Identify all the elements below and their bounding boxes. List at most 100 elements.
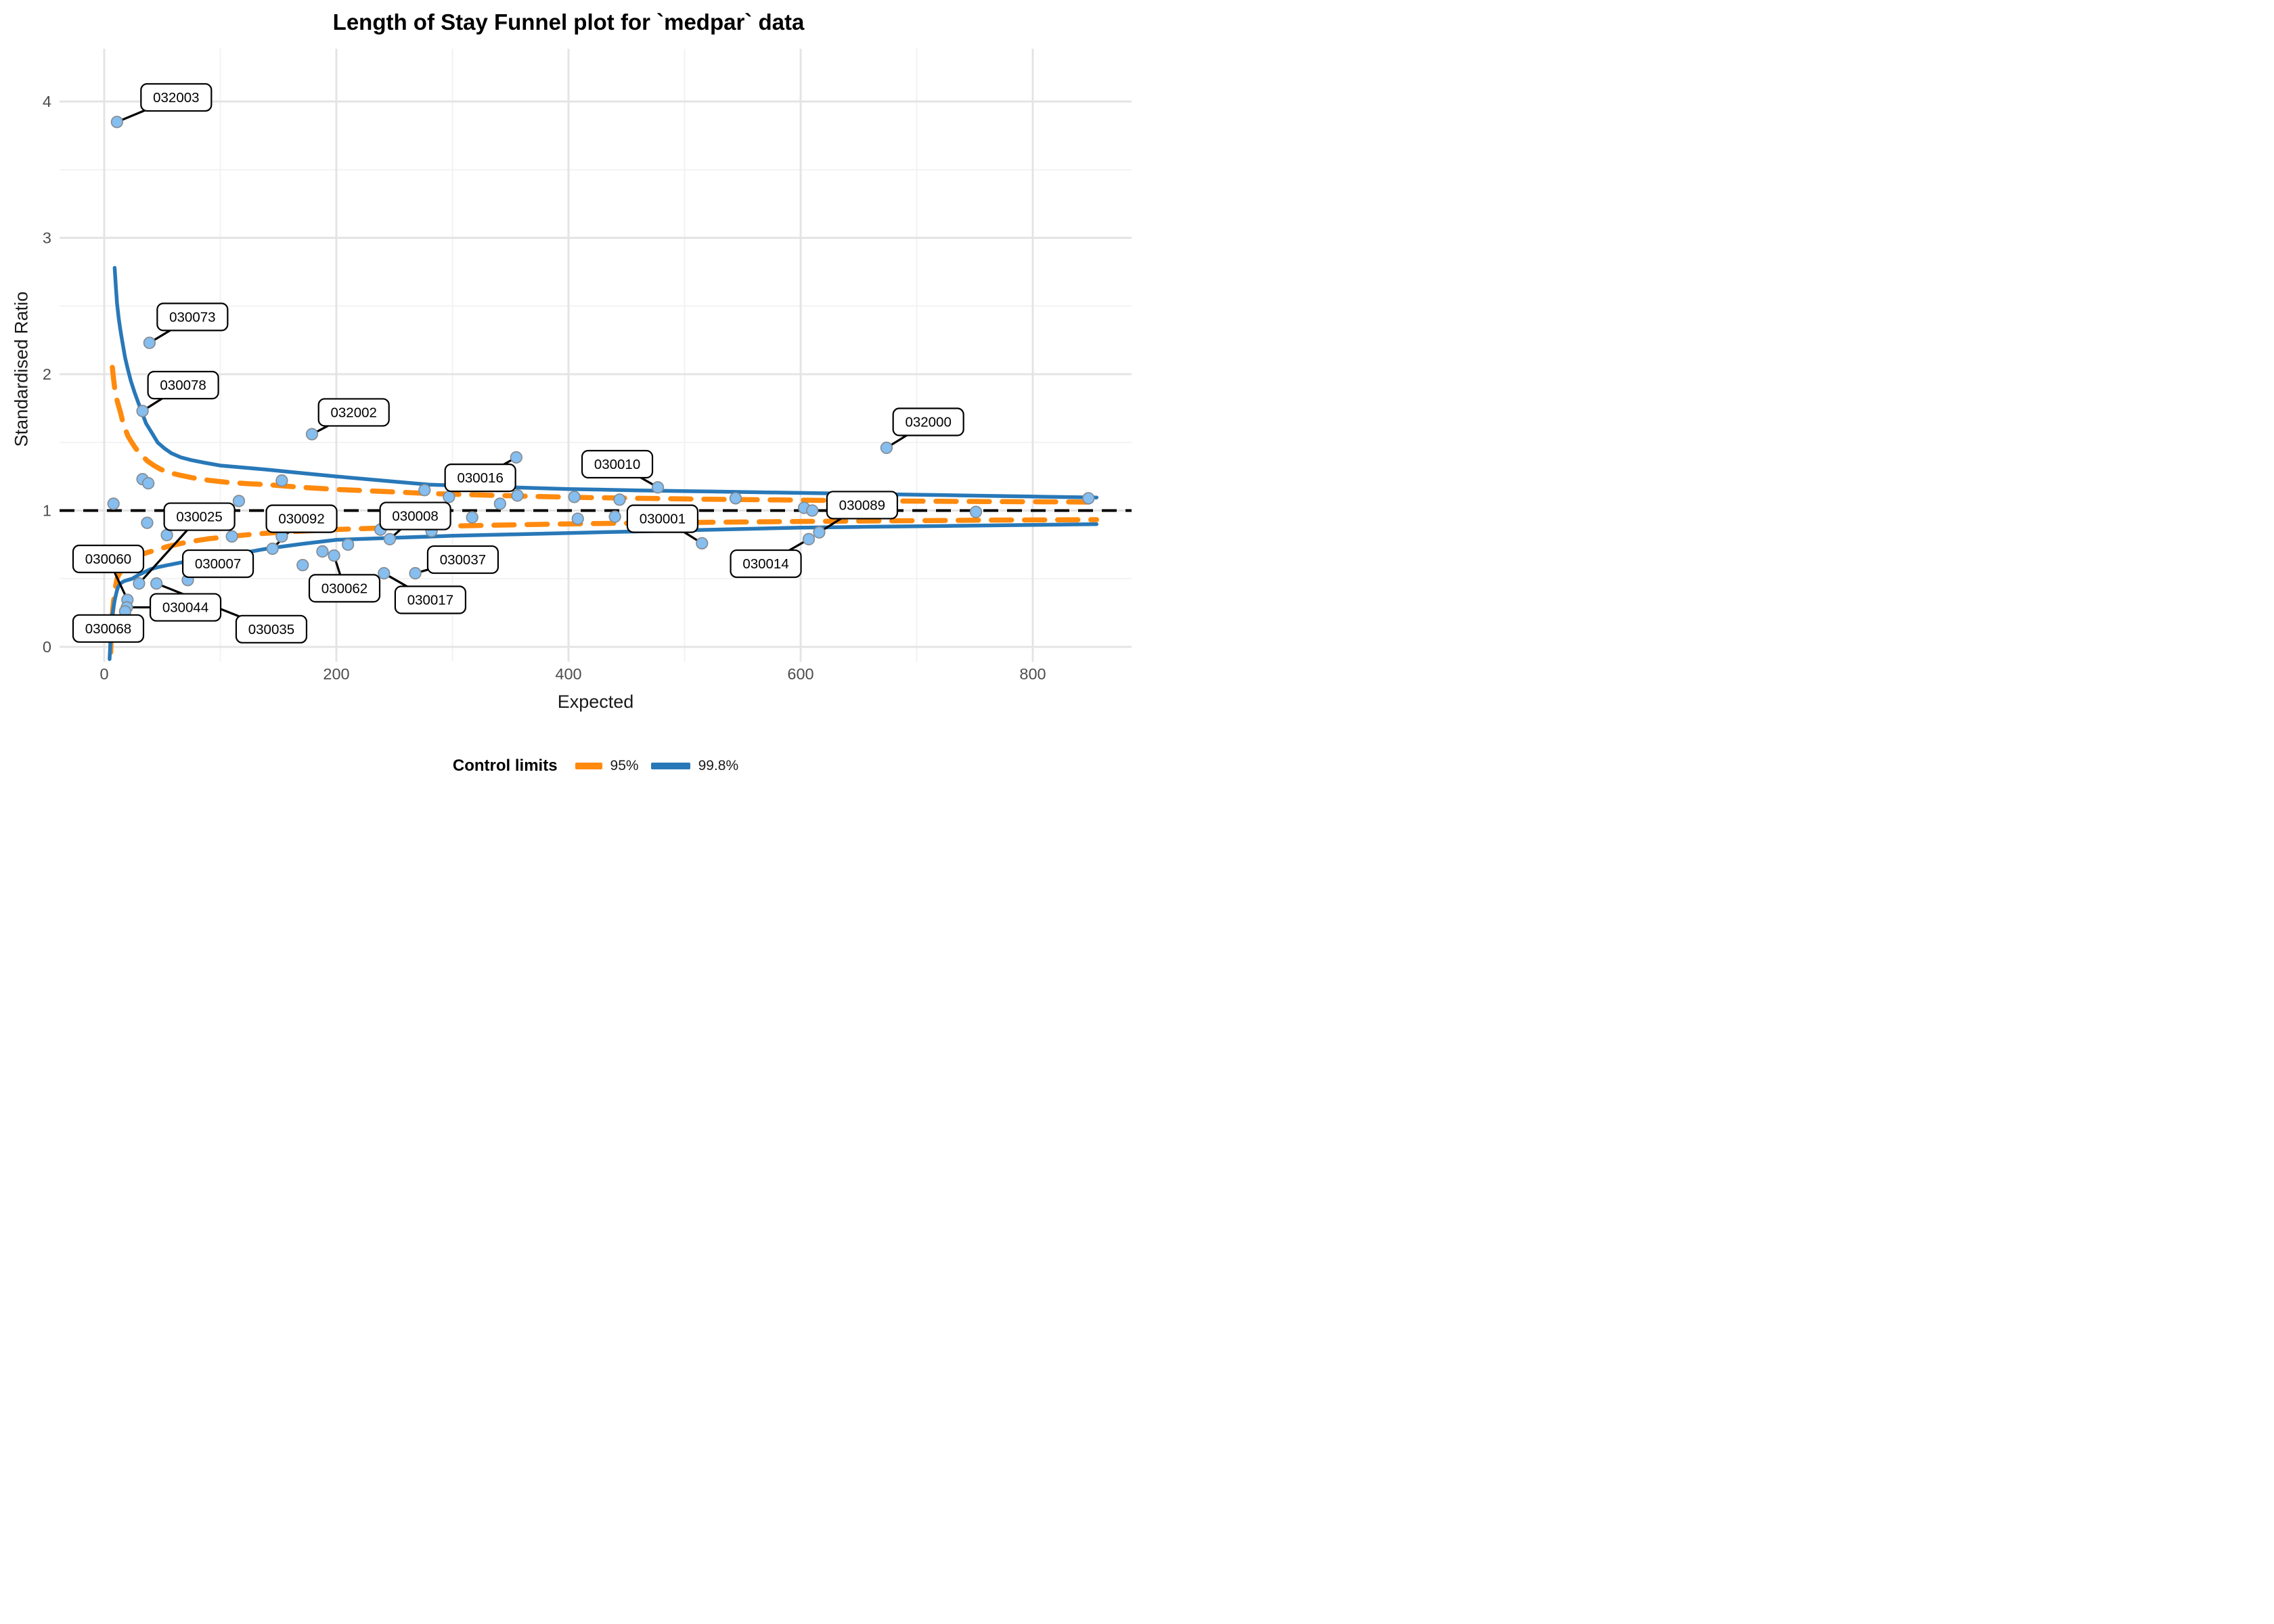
point-label-box-030014 [730,549,802,579]
point-label-box-032000 [892,407,964,436]
plot-panel: 032003 030073 030078 0 3 200 2 030016 030010 0320… [43,49,1132,683]
funnel-plot-figure: 032003 030073 030078 0 3 200 2 030016 030010 0320… [0,0,1137,812]
data-point [568,491,581,503]
point-label-box-030073 [156,302,229,332]
data-point [493,497,506,510]
data-point-032002 [305,428,319,441]
legend-item-95: 95% [575,758,639,774]
point-label-030025: 030025 [176,510,222,525]
data-point [225,530,238,543]
data-point [613,493,626,506]
point-label-box-030062 [308,574,381,603]
data-point [729,492,742,505]
point-label-box-030035 [235,614,308,644]
point-label-030014: 030014 [742,556,788,572]
point-label-030007: 030007 [195,556,241,572]
point-label-box-030008 [379,501,451,531]
point-label-box-030044 [149,593,222,622]
point-label-030092: 030092 [278,512,324,527]
plot-title: Length of Stay Funnel plot for `medpar` … [332,9,805,35]
x-tick-label: 400 [555,665,581,683]
data-point-030025 [133,577,146,590]
data-point-030037 [409,567,422,580]
data-point [142,477,155,490]
data-point-030001 [696,537,709,550]
point-label-030062: 030062 [321,581,367,596]
legend-key-95-dash-icon [575,763,602,769]
data-point-030073 [143,336,156,349]
point-label-030078: 030078 [160,378,206,393]
legend-key-99-8-line-icon [650,763,690,769]
point-label-030073: 030073 [169,309,215,325]
point-label-box-030007 [181,549,254,579]
data-point [141,516,154,529]
data-point [805,504,819,517]
x-tick-label: 800 [1019,665,1046,683]
point-label-030089: 030089 [839,497,885,513]
data-point [443,491,455,503]
point-label-030068: 030068 [85,621,131,637]
legend-title: Control limits [452,757,558,775]
data-point [511,489,524,502]
data-point-030017 [378,567,391,580]
data-point-030062 [328,549,340,562]
data-point [296,558,309,572]
data-point [571,512,584,525]
data-point [275,474,288,487]
y-tick-label: 3 [43,229,51,247]
point-label-030001: 030001 [640,512,686,527]
point-label-box-030092 [265,504,338,533]
data-point-030008 [383,533,397,545]
point-label-box-032003 [140,83,213,112]
data-point [608,510,621,523]
x-tick-label: 0 [99,665,108,683]
point-label-032003: 032003 [153,90,199,106]
y-axis-title: Standardised Ratio [11,291,32,447]
point-label-032000: 032000 [905,415,951,430]
x-axis-title: Expected [557,692,634,712]
data-point-030078 [136,405,149,418]
y-tick-label: 4 [43,93,51,110]
point-label-box-030089 [826,491,898,520]
data-point [969,505,983,518]
data-point-030010 [651,481,665,494]
data-point-030035 [150,577,163,590]
point-label-030037: 030037 [440,552,486,568]
point-label-box-030025 [163,502,236,531]
point-label-box-030037 [426,545,499,574]
point-label-box-030016 [444,464,516,493]
point-label-box-030010 [581,449,654,479]
point-label-030010: 030010 [594,457,640,472]
data-point-030089 [813,526,826,539]
point-label-box-030017 [394,585,467,614]
data-point [466,511,478,524]
data-point-032000 [880,441,893,454]
point-label-030016: 030016 [457,470,503,486]
legend-label-95: 95% [610,758,639,773]
point-label-030044: 030044 [162,600,208,616]
data-point-030014 [802,533,816,545]
y-tick-label: 0 [43,638,51,656]
point-label-box-030060 [72,544,145,574]
x-tick-label: 200 [323,665,349,683]
point-label-box-030001 [626,504,699,533]
point-label-box-030078 [147,371,219,400]
data-point [418,484,431,497]
data-point [160,528,173,541]
data-point [342,538,355,551]
data-point [232,495,246,508]
point-label-030060: 030060 [85,551,131,567]
data-point-032003 [110,116,124,129]
point-label-030017: 030017 [407,592,453,608]
legend: Control limits 95% 99.8% [60,757,1132,775]
data-point [316,545,329,558]
x-tick-label: 600 [787,665,813,683]
point-label-box-030068 [72,614,145,643]
data-point-030092 [266,542,279,556]
y-tick-label: 2 [43,365,51,383]
data-point-030016 [510,451,522,464]
data-point [107,497,120,510]
data-point [1082,492,1095,505]
curve-95-upper [110,365,1100,505]
legend-item-99-8: 99.8% [650,758,738,774]
